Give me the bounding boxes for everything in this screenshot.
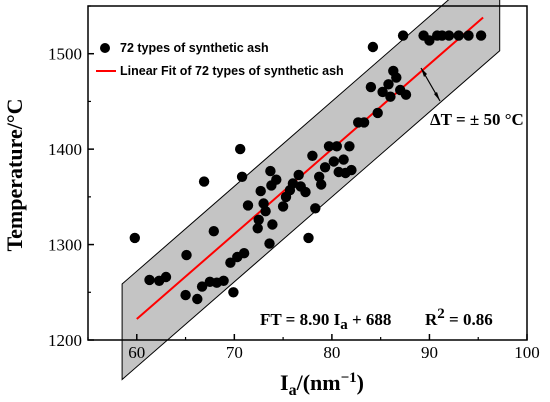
data-point bbox=[238, 248, 250, 259]
data-point bbox=[397, 30, 409, 41]
data-point bbox=[316, 179, 327, 190]
fit-line bbox=[136, 16, 484, 320]
r-squared-prefix: R bbox=[425, 310, 438, 329]
legend-fit-label: Linear Fit of 72 types of synthetic ash bbox=[120, 64, 344, 78]
data-point bbox=[225, 257, 236, 268]
data-point bbox=[475, 30, 487, 41]
fit-equation: FT = 8.90 Ia + 688 bbox=[260, 310, 391, 333]
fit-equation-sub: a bbox=[340, 317, 348, 333]
data-point bbox=[346, 164, 357, 176]
data-point bbox=[310, 203, 321, 214]
x-tick-label: 70 bbox=[226, 343, 243, 362]
fit-equation-prefix: FT = 8.90 I bbox=[260, 310, 341, 329]
legend: 72 types of synthetic ash Linear Fit of … bbox=[96, 41, 344, 78]
data-point bbox=[293, 169, 304, 181]
data-point bbox=[338, 154, 349, 165]
data-point bbox=[424, 35, 435, 46]
x-tick-label: 90 bbox=[421, 343, 438, 362]
data-point bbox=[267, 219, 278, 230]
data-point bbox=[260, 206, 271, 217]
data-point bbox=[303, 232, 314, 244]
data-point bbox=[443, 30, 455, 41]
fit-line-layer bbox=[136, 16, 484, 320]
data-point bbox=[287, 178, 299, 189]
data-point bbox=[192, 293, 203, 305]
data-point bbox=[228, 287, 239, 298]
data-point bbox=[300, 186, 311, 198]
x-axis-title-close: ) bbox=[357, 370, 364, 395]
delta-t-arrowhead-bottom bbox=[434, 92, 440, 101]
x-axis-title: Ia/(nm−1) bbox=[280, 370, 364, 399]
data-point bbox=[319, 162, 331, 173]
x-axis-title-sup: −1 bbox=[341, 370, 357, 386]
x-axis-title-main: I bbox=[280, 370, 289, 395]
delta-t-arrowhead-top bbox=[421, 68, 427, 77]
data-point bbox=[323, 141, 335, 152]
data-point bbox=[144, 274, 155, 286]
x-tick-label: 80 bbox=[323, 343, 340, 362]
data-point bbox=[181, 249, 192, 261]
x-tick-label: 100 bbox=[514, 343, 540, 362]
plot-frame bbox=[87, 5, 528, 341]
r-squared-suffix: = 0.86 bbox=[445, 310, 493, 329]
data-points-layer bbox=[129, 30, 487, 305]
axes-layer bbox=[87, 5, 528, 341]
data-point bbox=[180, 289, 191, 301]
data-point bbox=[463, 30, 474, 41]
data-point bbox=[328, 156, 339, 167]
data-point bbox=[365, 81, 377, 93]
data-point bbox=[160, 271, 172, 283]
y-tick-label: 1400 bbox=[48, 140, 82, 159]
r-squared: R2 = 0.86 bbox=[425, 306, 493, 329]
data-point bbox=[307, 150, 318, 161]
data-point bbox=[391, 72, 402, 83]
data-point bbox=[377, 86, 388, 98]
data-point bbox=[331, 141, 342, 152]
data-point bbox=[385, 91, 396, 102]
y-tick-label: 1300 bbox=[48, 236, 82, 255]
data-point bbox=[400, 89, 412, 100]
delta-t-label: ΔT = ± 50 °C bbox=[430, 110, 524, 129]
x-axis-title-sub: a bbox=[289, 382, 297, 399]
fit-equation-suffix: + 688 bbox=[348, 310, 392, 329]
r-squared-sup: 2 bbox=[437, 306, 445, 322]
y-axis-title: Temperature/°C bbox=[2, 98, 27, 251]
data-point bbox=[367, 41, 379, 53]
data-point bbox=[264, 238, 275, 249]
data-point bbox=[252, 223, 263, 234]
data-point bbox=[344, 141, 355, 152]
data-point bbox=[218, 275, 229, 286]
data-point bbox=[198, 176, 210, 187]
data-point bbox=[196, 281, 208, 292]
legend-point-marker bbox=[100, 43, 110, 53]
data-point bbox=[208, 226, 219, 237]
x-tick-label: 60 bbox=[128, 343, 145, 362]
data-point bbox=[358, 117, 370, 128]
data-point bbox=[271, 174, 282, 185]
data-point bbox=[255, 185, 266, 197]
data-point bbox=[265, 165, 276, 177]
x-axis-title-unit: /(nm bbox=[296, 370, 341, 395]
data-point bbox=[236, 171, 248, 182]
legend-points-label: 72 types of synthetic ash bbox=[120, 41, 269, 55]
y-tick-label: 1500 bbox=[48, 45, 82, 64]
data-point bbox=[277, 201, 289, 212]
data-point bbox=[383, 79, 394, 90]
ticks-layer: 60 70 80 90 100 1200 1300 1400 1500 bbox=[48, 5, 540, 362]
data-point bbox=[453, 30, 464, 41]
data-point bbox=[235, 143, 246, 155]
y-tick-label: 1200 bbox=[48, 331, 82, 350]
data-point bbox=[253, 214, 264, 225]
data-point bbox=[242, 200, 254, 211]
delta-t-annotation: ΔT = ± 50 °C bbox=[420, 67, 524, 129]
data-point bbox=[372, 107, 383, 119]
equation-annotation: FT = 8.90 Ia + 688 R2 = 0.86 bbox=[260, 306, 493, 333]
data-point bbox=[129, 232, 140, 244]
